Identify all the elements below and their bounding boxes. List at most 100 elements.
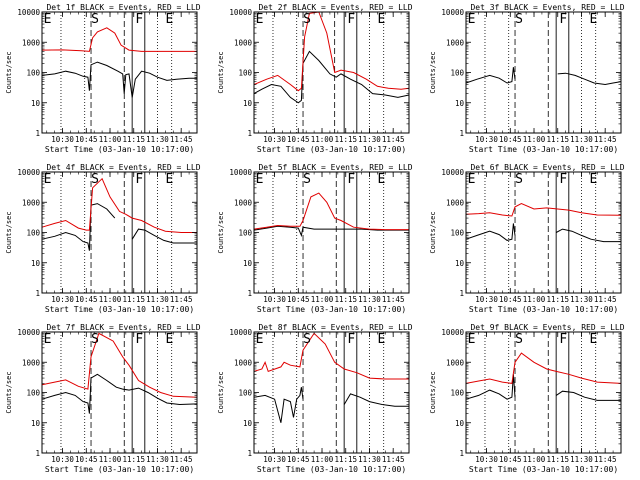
interval-marker: E bbox=[44, 172, 52, 187]
panel-det-6: Det 6f BLACK = Events, RED = LLD 1 10 100 10… bbox=[429, 163, 625, 314]
interval-marker: E bbox=[377, 12, 385, 27]
y-tick-label: 10 bbox=[243, 419, 253, 428]
y-tick-label: 10000 bbox=[441, 8, 464, 17]
x-tick-label: 11:30 bbox=[146, 295, 169, 304]
x-tick-label: 11:30 bbox=[146, 135, 169, 144]
x-tick-label: 11:30 bbox=[570, 295, 593, 304]
y-tick-label: 1000 bbox=[234, 198, 253, 207]
events-series-2 bbox=[557, 72, 622, 86]
interval-marker: F bbox=[135, 172, 143, 187]
x-tick-label: 11:00 bbox=[523, 455, 546, 464]
x-tick-label: 10:45 bbox=[287, 135, 310, 144]
panel-det-4: Det 4f BLACK = Events, RED = LLD 1 10 100 10… bbox=[5, 163, 201, 314]
y-tick-label: 10000 bbox=[17, 328, 40, 337]
interval-marker: S bbox=[303, 12, 311, 27]
x-tick-label: 10:30 bbox=[475, 135, 498, 144]
panel-title: Det 9f BLACK = Events, RED = LLD bbox=[470, 323, 624, 332]
panel-title: Det 8f BLACK = Events, RED = LLD bbox=[258, 323, 412, 332]
interval-marker: S bbox=[91, 332, 99, 347]
events-series-2 bbox=[555, 228, 621, 243]
x-tick-label: 11:30 bbox=[358, 135, 381, 144]
x-tick-label: 11:45 bbox=[170, 455, 193, 464]
x-tick-label: 10:45 bbox=[75, 295, 98, 304]
y-tick-label: 1 bbox=[459, 449, 464, 458]
x-tick-label: 11:45 bbox=[170, 295, 193, 304]
interval-marker: E bbox=[377, 172, 385, 187]
x-tick-label: 11:15 bbox=[334, 135, 357, 144]
interval-marker: F bbox=[135, 12, 143, 27]
lld-series-3 bbox=[253, 332, 409, 380]
panel-det-9: Det 9f BLACK = Events, RED = LLD 1 10 100 10… bbox=[429, 323, 625, 474]
events-series-1 bbox=[41, 373, 198, 414]
lld-series-2 bbox=[253, 192, 409, 231]
events-series-2 bbox=[555, 390, 621, 401]
x-tick-label: 10:45 bbox=[287, 295, 310, 304]
x-tick-label: 10:30 bbox=[51, 135, 74, 144]
y-tick-label: 100 bbox=[26, 229, 40, 238]
y-tick-label: 1 bbox=[35, 129, 40, 138]
x-tick-label: 10:30 bbox=[475, 295, 498, 304]
x-tick-label: 11:15 bbox=[546, 135, 569, 144]
x-tick-label: 10:30 bbox=[263, 135, 286, 144]
x-tick-label: 11:45 bbox=[594, 295, 617, 304]
x-tick-label: 11:15 bbox=[546, 295, 569, 304]
x-tick-label: 11:15 bbox=[122, 455, 145, 464]
x-tick-label: 10:30 bbox=[51, 295, 74, 304]
x-tick-label: 11:15 bbox=[334, 455, 357, 464]
y-tick-label: 1000 bbox=[234, 38, 253, 47]
interval-marker: F bbox=[135, 332, 143, 347]
x-axis-label: Start Time (03-Jan-10 10:17:00) bbox=[257, 305, 406, 314]
interval-marker: S bbox=[303, 172, 311, 187]
y-tick-label: 10000 bbox=[17, 168, 40, 177]
y-tick-label: 1 bbox=[247, 129, 252, 138]
interval-marker: E bbox=[468, 172, 476, 187]
y-axis-label: Counts/sec bbox=[429, 211, 437, 253]
interval-marker: S bbox=[91, 12, 99, 27]
y-tick-label: 1000 bbox=[446, 358, 465, 367]
interval-marker: E bbox=[256, 172, 264, 187]
y-axis-label: Counts/sec bbox=[5, 371, 13, 413]
events-series-1 bbox=[465, 67, 516, 84]
plot-frame bbox=[253, 171, 410, 294]
x-tick-label: 11:00 bbox=[311, 295, 334, 304]
x-tick-label: 11:15 bbox=[334, 295, 357, 304]
events-series-1 bbox=[465, 223, 516, 241]
panel-title: Det 6f BLACK = Events, RED = LLD bbox=[470, 163, 624, 172]
y-tick-label: 10000 bbox=[441, 168, 464, 177]
y-axis-label: Counts/sec bbox=[217, 51, 225, 93]
y-tick-label: 100 bbox=[238, 69, 252, 78]
x-tick-label: 11:30 bbox=[146, 455, 169, 464]
lld-series-3 bbox=[41, 177, 197, 233]
x-tick-label: 11:30 bbox=[570, 135, 593, 144]
lld-series-2 bbox=[41, 27, 197, 52]
lld-series-3 bbox=[465, 352, 622, 384]
interval-marker: E bbox=[44, 332, 52, 347]
x-tick-label: 10:45 bbox=[287, 455, 310, 464]
x-axis-label: Start Time (03-Jan-10 10:17:00) bbox=[469, 305, 618, 314]
plot-frame bbox=[465, 171, 622, 294]
interval-marker: S bbox=[515, 12, 523, 27]
y-axis-label: Counts/sec bbox=[5, 211, 13, 253]
y-tick-label: 10 bbox=[243, 99, 253, 108]
y-tick-label: 100 bbox=[450, 389, 464, 398]
x-tick-label: 11:30 bbox=[358, 455, 381, 464]
y-tick-label: 1 bbox=[247, 289, 252, 298]
panel-det-2: Det 2f BLACK = Events, RED = LLD 1 10 100 10… bbox=[217, 3, 413, 154]
x-tick-label: 11:00 bbox=[99, 455, 122, 464]
x-tick-label: 11:45 bbox=[594, 135, 617, 144]
x-tick-label: 11:15 bbox=[122, 135, 145, 144]
interval-marker: F bbox=[347, 172, 355, 187]
plot-frame bbox=[465, 331, 622, 454]
y-tick-label: 1000 bbox=[22, 38, 41, 47]
y-axis-label: Counts/sec bbox=[5, 51, 13, 93]
panel-det-1: Det 1f BLACK = Events, RED = LLD 1 10 100 10… bbox=[5, 3, 201, 154]
events-series-1 bbox=[41, 203, 116, 251]
panel-title: Det 3f BLACK = Events, RED = LLD bbox=[470, 3, 624, 12]
x-tick-label: 10:45 bbox=[75, 135, 98, 144]
y-tick-label: 1000 bbox=[234, 358, 253, 367]
interval-marker: E bbox=[165, 332, 173, 347]
y-tick-label: 10000 bbox=[229, 168, 252, 177]
y-tick-label: 1 bbox=[247, 449, 252, 458]
y-tick-label: 10 bbox=[243, 259, 253, 268]
events-series-1 bbox=[253, 50, 410, 104]
